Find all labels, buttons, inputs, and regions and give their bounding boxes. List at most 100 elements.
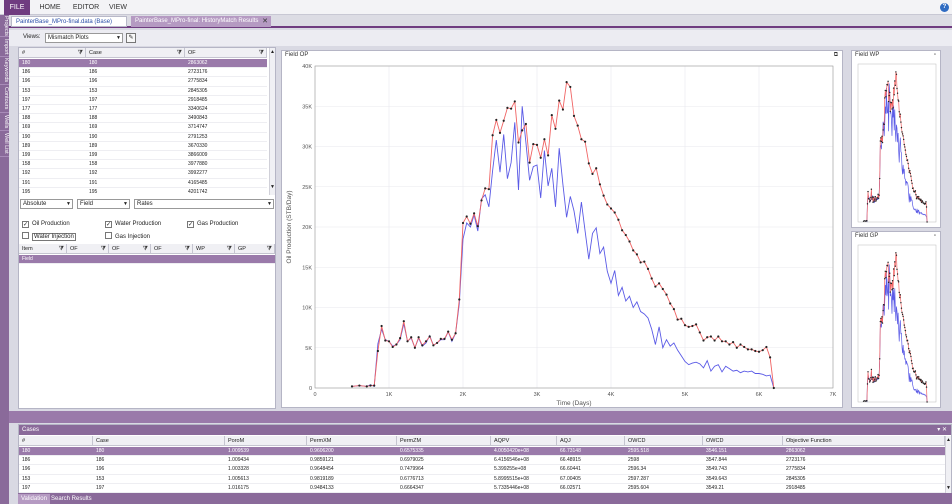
cases-col-header[interactable]: PermXM — [307, 436, 397, 446]
table-row[interactable]: 188 188 3490843 — [19, 114, 267, 124]
cases-col-header[interactable]: OWCD — [703, 436, 783, 446]
mini-data-point — [882, 309, 884, 312]
table-row[interactable]: 180 180 2863062 — [19, 59, 267, 69]
table-cell: 169 — [89, 124, 98, 131]
table-row[interactable]: Field — [19, 255, 275, 265]
rail-tab-keywords[interactable]: Keywords — [0, 57, 9, 85]
table-row[interactable]: 191 191 4165485 — [19, 179, 267, 188]
data-point — [754, 349, 757, 353]
maximize-icon[interactable]: ▫ — [933, 52, 936, 58]
mini-data-point — [896, 268, 898, 271]
mini-data-point — [884, 278, 886, 280]
cases-col-header[interactable]: OWCD — [625, 436, 703, 446]
table-cell: 66.48915 — [560, 457, 581, 464]
table-row[interactable]: 186 186 2723176 — [19, 68, 267, 78]
table-cell: 0.9606200 — [310, 448, 334, 454]
mini-data-point — [876, 377, 879, 379]
data-point — [761, 349, 764, 352]
table-row[interactable]: 197 197 2918485 — [19, 96, 267, 105]
mini-data-point — [919, 198, 921, 200]
menu-editor[interactable]: EDITOR — [72, 4, 100, 11]
pin-icon[interactable]: ▾ ✕ — [937, 427, 947, 433]
doc-tab-history-match[interactable]: PainterBase_MPro-final: HistoryMatch Res… — [131, 16, 271, 27]
rail-tab-import[interactable]: Import — [0, 37, 9, 57]
mini-data-point — [866, 203, 869, 205]
rail-tab-projects[interactable]: Projects — [0, 15, 9, 37]
case-grid-scrollbar[interactable]: ▲ ▼ — [269, 48, 275, 195]
check-water-injection[interactable]: Water Injection — [22, 232, 76, 241]
mini-data-point — [890, 282, 893, 285]
check-gas-production[interactable]: ✓ Gas Production — [187, 221, 239, 228]
table-row[interactable]: 158 158 3977880 — [19, 160, 267, 170]
table-cell: 192 — [22, 170, 31, 177]
menu-home[interactable]: HOME — [39, 4, 61, 11]
table-row[interactable]: 199 199 3866009 — [19, 151, 267, 161]
col-header-index[interactable]: # ⧩ — [19, 48, 86, 58]
table-cell: 3549.643 — [706, 475, 727, 482]
menu-view[interactable]: VIEW — [109, 4, 127, 11]
x-tick-label: 7K — [830, 392, 837, 398]
mini-data-point — [870, 196, 872, 199]
table-row[interactable]: 192 192 3992277 — [19, 169, 267, 179]
table-row[interactable]: 196 196 1.003328 0.9648454 0.7479964 5.399255… — [19, 465, 945, 475]
col-header-of[interactable]: OF ⧩ — [185, 48, 267, 58]
table-row[interactable]: 189 189 3670330 — [19, 142, 267, 151]
mini-data-point — [888, 275, 890, 278]
col-header-case[interactable]: Case ⧩ — [86, 48, 185, 58]
cases-col-header[interactable]: PermZM — [397, 436, 491, 446]
table-row[interactable]: 197 197 1.016175 0.9484133 0.6664347 5.733544… — [19, 484, 945, 493]
cases-col-header[interactable]: AQJ — [557, 436, 625, 446]
filter-icon: ⧩ — [176, 50, 182, 56]
rail-tab-wells[interactable]: Wells — [0, 113, 9, 131]
cases-col-header[interactable]: Case — [93, 436, 225, 446]
rail-tab-contours[interactable]: Contours — [0, 85, 9, 113]
level-dropdown[interactable]: Field ▼ — [77, 199, 130, 209]
col-header-wp[interactable]: WP ⧩ — [193, 244, 235, 254]
table-cell: 191 — [89, 179, 98, 186]
col-header-gp[interactable]: GP ⧩ — [235, 244, 275, 254]
table-cell: 189 — [22, 142, 31, 149]
check-oil-production[interactable]: ✓ Oil Production — [22, 221, 70, 228]
table-row[interactable]: 180 180 1.009539 0.9606200 0.6575335 4.005042… — [19, 447, 945, 457]
check-water-production[interactable]: ✓ Water Production — [105, 221, 162, 228]
table-row[interactable]: 153 153 1.005613 0.9819189 0.6776713 5.899551… — [19, 475, 945, 484]
table-row[interactable]: 195 195 4201742 — [19, 188, 267, 195]
check-gas-injection[interactable]: Gas Injection — [105, 232, 150, 241]
col-header-of-2[interactable]: OF ⧩ — [109, 244, 151, 254]
doc-tab-base[interactable]: PainterBase_MPro-final.data (Base) — [11, 16, 127, 27]
mini-data-point — [897, 281, 900, 283]
rail-tab-well-list[interactable]: Well List — [0, 131, 9, 157]
cases-col-header[interactable]: Objective Function — [783, 436, 945, 446]
tab-validation[interactable]: Validation — [18, 494, 50, 504]
type-dropdown[interactable]: Rates ▼ — [134, 199, 274, 209]
close-icon[interactable]: ✕ — [262, 18, 268, 25]
views-selected-value: Mismatch Plots — [48, 35, 89, 41]
mini-data-point — [904, 329, 907, 332]
views-dropdown[interactable]: Mismatch Plots ▼ — [45, 33, 123, 43]
menu-file[interactable]: FILE — [4, 0, 30, 15]
cases-col-header[interactable]: PoroM — [225, 436, 307, 446]
cases-col-header[interactable]: # — [19, 436, 93, 446]
cases-grid-scrollbar[interactable]: ▲ ▼ — [945, 436, 951, 493]
tab-search-results[interactable]: Search Results — [51, 496, 92, 502]
table-row[interactable]: 169 169 3714747 — [19, 123, 267, 133]
panel-splitter[interactable] — [9, 411, 952, 423]
table-cell: 180 — [22, 448, 31, 454]
cases-col-header[interactable]: AQPV — [491, 436, 557, 446]
col-header-of-3[interactable]: OF ⧩ — [151, 244, 193, 254]
mini-data-point — [919, 380, 922, 382]
table-row[interactable]: 190 190 2791253 — [19, 133, 267, 142]
mode-dropdown[interactable]: Absolute ▼ — [20, 199, 73, 209]
maximize-icon[interactable]: ⧉ — [833, 52, 838, 58]
col-header-item[interactable]: Item ⧩ — [19, 244, 67, 254]
table-row[interactable]: 196 196 2775834 — [19, 77, 267, 87]
edit-view-icon[interactable]: ✎ — [126, 33, 136, 43]
help-icon[interactable]: ? — [940, 3, 949, 12]
data-point — [772, 386, 775, 390]
table-row[interactable]: 177 177 3340624 — [19, 105, 267, 115]
col-header-of-1[interactable]: OF ⧩ — [67, 244, 109, 254]
table-row[interactable]: 153 153 2845305 — [19, 87, 267, 96]
table-cell: 66.60441 — [560, 466, 581, 473]
maximize-icon[interactable]: ▫ — [933, 233, 936, 239]
table-row[interactable]: 186 186 1.009434 0.9859121 0.6979025 6.415654… — [19, 456, 945, 466]
